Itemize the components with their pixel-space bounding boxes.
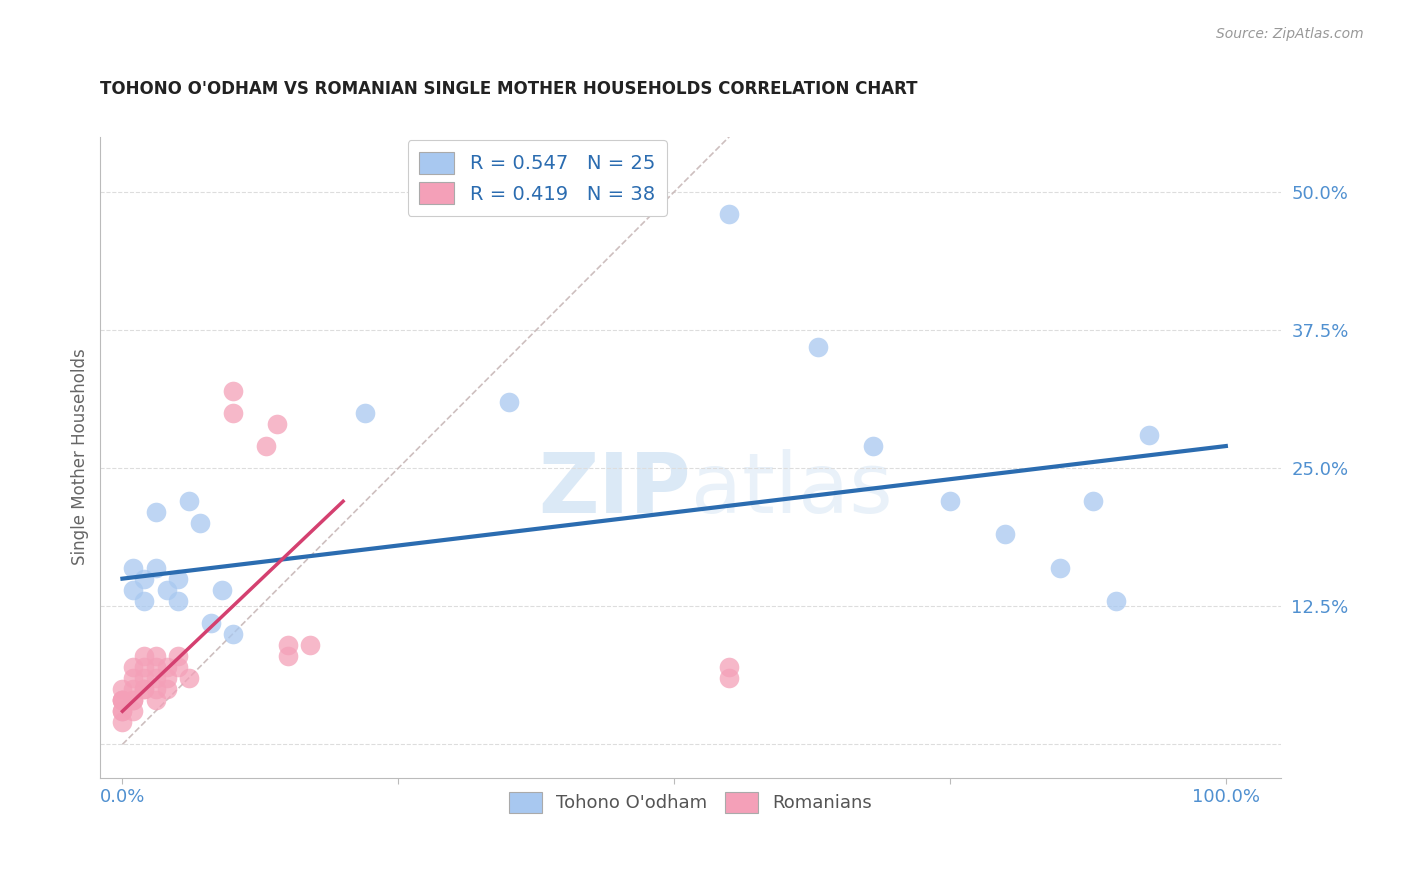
Point [155, 582, 177, 597]
Point [188, 516, 211, 531]
Point [177, 494, 200, 508]
Point [166, 572, 188, 586]
Point [122, 693, 145, 707]
Text: TOHONO O'ODHAM VS ROMANIAN SINGLE MOTHER HOUSEHOLDS CORRELATION CHART: TOHONO O'ODHAM VS ROMANIAN SINGLE MOTHER… [100, 80, 918, 98]
Point [111, 704, 134, 718]
Point [222, 627, 245, 641]
Point [939, 494, 962, 508]
Text: atlas: atlas [690, 449, 893, 530]
Point [222, 406, 245, 420]
Point [134, 593, 156, 607]
Y-axis label: Single Mother Households: Single Mother Households [72, 349, 89, 566]
Point [122, 693, 145, 707]
Point [277, 638, 299, 652]
Point [134, 682, 156, 697]
Point [354, 406, 377, 420]
Point [718, 671, 741, 685]
Point [498, 395, 520, 409]
Point [718, 660, 741, 674]
Point [718, 207, 741, 221]
Point [122, 660, 145, 674]
Point [1083, 494, 1105, 508]
Point [122, 560, 145, 574]
Point [211, 582, 233, 597]
Point [134, 572, 156, 586]
Point [166, 648, 188, 663]
Point [134, 671, 156, 685]
Legend: Tohono O'odham, Romanians: Tohono O'odham, Romanians [502, 784, 879, 820]
Point [111, 693, 134, 707]
Point [1049, 560, 1071, 574]
Text: ZIP: ZIP [538, 449, 690, 530]
Point [200, 615, 222, 630]
Point [177, 671, 200, 685]
Point [145, 505, 167, 519]
Point [111, 693, 134, 707]
Point [122, 671, 145, 685]
Point [155, 671, 177, 685]
Point [122, 582, 145, 597]
Point [155, 682, 177, 697]
Point [155, 660, 177, 674]
Point [134, 660, 156, 674]
Point [111, 704, 134, 718]
Point [111, 682, 134, 697]
Point [1137, 428, 1160, 442]
Point [994, 527, 1017, 541]
Point [111, 715, 134, 730]
Point [862, 439, 884, 453]
Point [145, 660, 167, 674]
Point [806, 340, 828, 354]
Point [145, 682, 167, 697]
Point [298, 638, 321, 652]
Point [277, 648, 299, 663]
Point [166, 660, 188, 674]
Point [145, 648, 167, 663]
Point [254, 439, 277, 453]
Point [222, 384, 245, 398]
Point [122, 704, 145, 718]
Point [145, 560, 167, 574]
Point [122, 682, 145, 697]
Point [145, 671, 167, 685]
Point [145, 693, 167, 707]
Point [1104, 593, 1126, 607]
Point [111, 693, 134, 707]
Point [266, 417, 288, 431]
Point [134, 648, 156, 663]
Point [134, 682, 156, 697]
Text: Source: ZipAtlas.com: Source: ZipAtlas.com [1216, 27, 1364, 41]
Point [166, 593, 188, 607]
